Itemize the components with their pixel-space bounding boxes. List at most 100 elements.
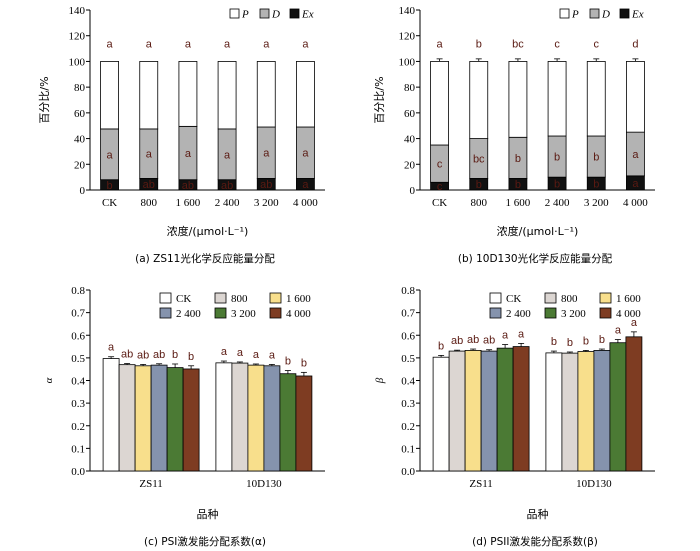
significance-letter: a [107,149,114,161]
significance-letter: b [107,180,113,192]
legend-swatch [289,8,300,19]
bar-1600 [464,350,482,472]
x-axis-label: 品种 [197,507,219,521]
y-axis-label: β [374,377,386,384]
legend-label: CK [506,293,521,305]
legend: P D Ex [559,9,644,21]
x-tick-label: 800 [471,197,488,209]
bar-4000 [182,368,200,472]
x-tick-label: 4 000 [293,197,318,209]
y-tick-label: 80 [74,82,86,94]
chart-panel-d: 0.0 0.1 0.2 0.3 0.4 0.5 0.6 0.7 0.8 β 品种 (d) PSII激发… [374,285,655,548]
y-tick-label: 0.2 [71,421,85,433]
significance-letter: a [632,178,639,190]
legend-swatch [544,307,557,319]
bar-4000 [625,336,643,472]
legend-label: 2 400 [176,308,201,320]
y-tick-label: 60 [404,108,416,120]
x-tick-label: 3 200 [584,197,609,209]
y-tick-label: 120 [399,31,416,43]
significance-letter: a [263,148,270,160]
legend-label: 2 400 [506,308,531,320]
significance-letter: a [302,38,309,50]
bar-3200 [279,373,297,472]
bar-800 [118,364,136,472]
y-axis-label: 百分比/% [373,76,386,123]
bar-2400 [263,365,281,472]
chart-panel-a: 0 20 40 60 80 100 120 140 百分比/% 浓度/(μmol·L⁻¹) (a) … [38,5,325,265]
y-tick-label: 120 [69,31,86,43]
x-tick-label: 1 600 [176,197,201,209]
y-tick-label: 40 [74,134,86,146]
significance-letter: a [221,346,228,358]
x-axis-label: 品种 [527,507,549,521]
x-tick-label: CK [102,197,117,209]
legend-label: 3 200 [231,308,256,320]
bar-CK [215,362,233,472]
significance-letter: b [515,179,521,191]
bar-2400 [480,350,498,472]
x-tick-label: 10D130 [576,478,612,490]
significance-letter: a [502,330,509,342]
legend-swatch [269,307,282,319]
legend: CK 800 1 600 2 400 3 200 4 000 [489,292,641,320]
x-tick-label: ZS11 [139,478,162,490]
legend-swatch [599,292,612,304]
significance-letter: b [172,349,178,361]
y-tick-label: 0.6 [71,330,85,342]
significance-letter: ab [483,335,495,347]
chart-panel-c: 0.0 0.1 0.2 0.3 0.4 0.5 0.6 0.7 0.8 α 品种 (c) PSI激发能… [43,285,325,548]
significance-letter: b [554,179,560,191]
legend-label: P [571,9,579,21]
y-tick-label: 0 [80,185,86,197]
legend-label: 1 600 [616,293,641,305]
significance-letter: d [632,38,638,50]
legend-label: D [601,9,610,21]
bar-segment-p [100,61,119,130]
significance-letter: c [554,38,560,50]
significance-letter: b [593,179,599,191]
y-axis-label: α [43,377,55,383]
legend-swatch [259,8,270,19]
y-tick-label: 60 [74,108,86,120]
significance-letter: a [632,149,639,161]
x-tick-label: 10D130 [246,478,282,490]
significance-letter: b [567,337,573,349]
significance-letter: c [437,159,443,171]
y-tick-label: 20 [404,159,416,171]
x-tick-label: ZS11 [469,478,492,490]
y-tick-label: 0.2 [401,421,415,433]
significance-letter: a [269,349,276,361]
legend-label: 800 [561,293,578,305]
x-tick-label: 3 200 [254,197,279,209]
significance-letter: b [551,336,557,348]
significance-letter: a [146,149,153,161]
y-tick-label: 0.5 [401,353,415,365]
y-tick-label: 140 [69,5,86,17]
significance-letter: b [476,38,482,50]
significance-letter: a [146,38,153,50]
significance-letter: bc [473,154,485,166]
y-axis-label: 百分比/% [38,76,51,123]
legend-swatch [599,307,612,319]
y-tick-label: 0.4 [71,376,85,388]
bar-segment-p [547,61,567,137]
y-tick-label: 0.1 [401,443,415,455]
x-tick-label: 2 400 [215,197,240,209]
y-tick-label: 0.1 [71,443,85,455]
significance-letter: b [476,179,482,191]
significance-letter: ab [260,179,272,191]
legend-label: 800 [231,293,248,305]
bar-segment-p [469,61,489,139]
significance-letter: ab [153,349,165,361]
y-tick-label: 0.4 [401,376,415,388]
bar-CK [545,352,563,472]
legend-label: P [241,9,249,21]
legend-swatch [159,307,172,319]
significance-letter: a [108,342,115,354]
y-tick-label: 80 [404,82,416,94]
chart-caption: (a) ZS11光化学反应能量分配 [135,252,275,265]
significance-letter: b [515,153,521,165]
y-tick-label: 0 [410,185,416,197]
